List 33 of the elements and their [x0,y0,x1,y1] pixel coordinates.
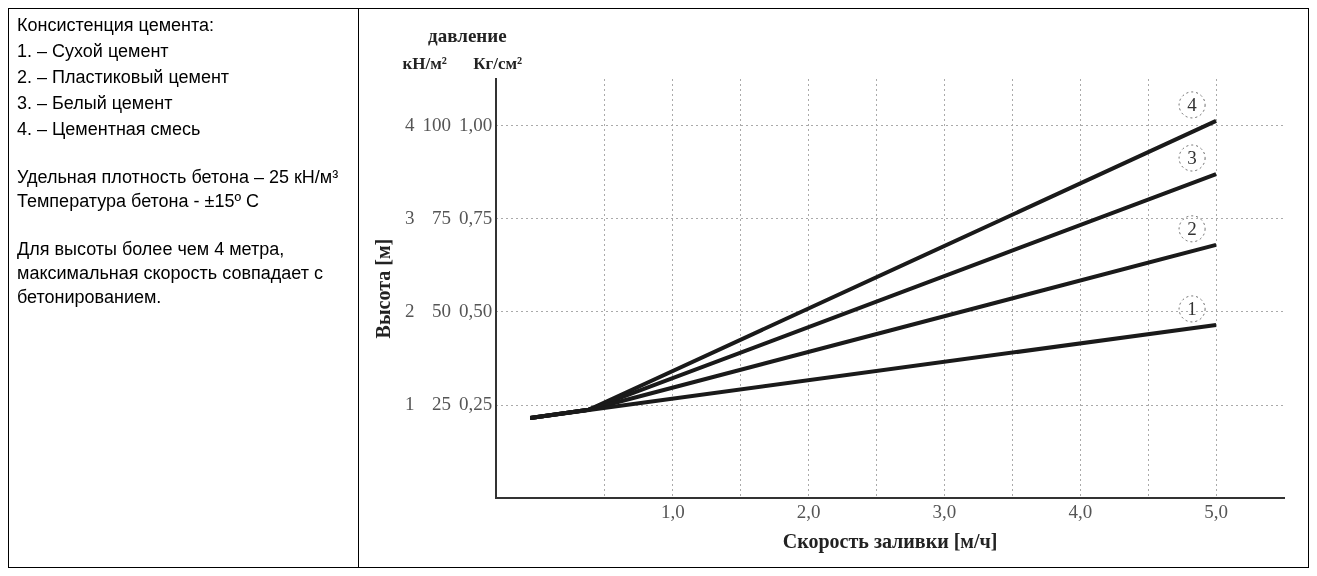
y3-axis-title: Кг/см² [473,53,523,73]
x-tick-label: 5,0 [1204,500,1228,522]
text: 2. – Пластиковый цемент [17,66,231,89]
text: 1. – Сухой цемент [17,40,170,63]
x-axis-title: Скорость заливки [м/ч] [782,530,998,554]
y3-tick-label: 0,75 [459,206,493,228]
text: Для высоты более чем 4 метра, максимальная скорость совпадает с бетонированием. [17,238,324,309]
text: давление [428,25,507,47]
y3-tick-label: 0,50 [459,299,493,321]
y2-tick-label: 75 [432,206,451,228]
x-tick-label: 3,0 [932,500,957,522]
series-label: 4 [1187,93,1198,115]
y2-tick-label: 50 [432,299,451,321]
series-label: 1 [1187,297,1197,319]
y3-tick-label: 1,00 [459,113,493,135]
x-tick-label: 4,0 [1068,500,1093,522]
y2-tick-label: 100 [422,113,451,135]
series-label: 2 [1187,217,1197,239]
y-tick-label: 3 [405,206,415,228]
series-label: 3 [1187,147,1197,168]
text: 4. – Цементная смесь [17,118,202,141]
y2-tick-label: 25 [432,393,451,415]
text: 3. – Белый цемент [17,92,174,115]
y-tick-label: 1 [405,393,415,415]
x-tick-label: 1,0 [660,500,685,522]
y2-axis-title: кН/м² [402,53,447,73]
text: Консистенция цемента: [17,14,216,37]
y-tick-label: 2 [405,299,415,321]
y3-tick-label: 0,25 [459,393,493,415]
x-tick-label: 2,0 [796,500,821,522]
y-tick-label: 4 [405,113,415,135]
text: Удельная плотность бетона – 25 кН/м³ Температура бетона - ±15º C [17,166,340,213]
y-axis-title: Высота [м] [372,238,395,339]
